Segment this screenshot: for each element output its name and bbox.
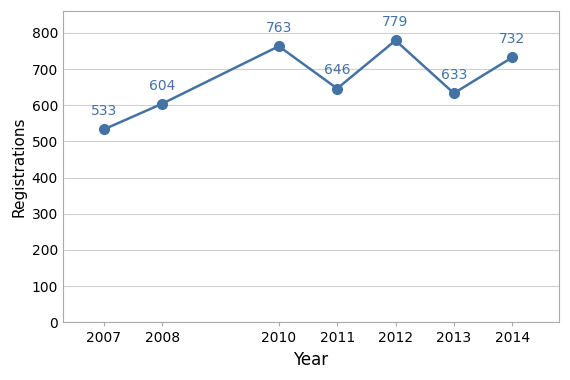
Text: 633: 633 (441, 68, 467, 82)
Text: 533: 533 (91, 105, 117, 118)
Text: 604: 604 (149, 79, 176, 93)
Text: 646: 646 (324, 63, 351, 78)
Y-axis label: Registrations: Registrations (11, 116, 26, 217)
Text: 763: 763 (266, 21, 292, 35)
Text: 732: 732 (499, 32, 526, 46)
Text: 779: 779 (382, 15, 409, 29)
X-axis label: Year: Year (294, 351, 328, 369)
